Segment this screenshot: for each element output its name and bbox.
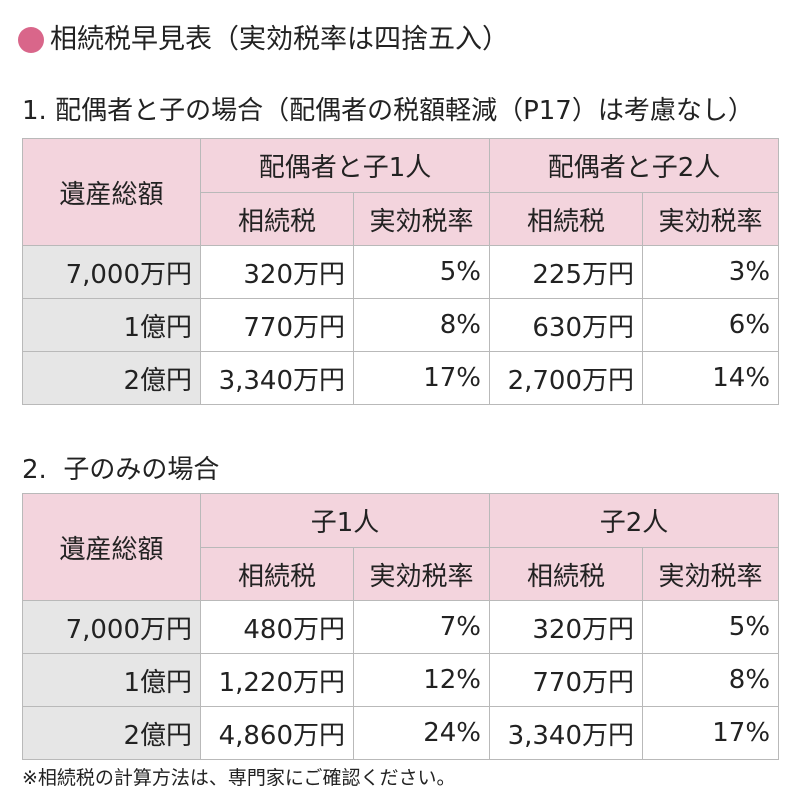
tax-cell: 1,220万円 (200, 653, 354, 707)
tax-cell: 225万円 (489, 245, 644, 299)
table-row: 1億円 1,220万円 12% 770万円 8% (22, 653, 780, 707)
rate-cell: 24% (352, 706, 491, 760)
tax-cell: 630万円 (489, 298, 644, 352)
tax-cell: 3,340万円 (489, 706, 644, 760)
subheader-tax-2: 相続税 (489, 192, 644, 246)
group-header-2: 子2人 (489, 493, 780, 548)
rate-cell: 3% (642, 245, 780, 299)
tax-table-children-only: 遺産総額 子1人 子2人 相続税 実効税率 相続税 実効税率 7,000万円 4… (22, 493, 780, 760)
tax-cell: 3,340万円 (200, 351, 354, 405)
row-header-estate-total: 遺産総額 (22, 493, 201, 601)
table-row: 7,000万円 320万円 5% 225万円 3% (22, 245, 780, 299)
tax-cell: 2,700万円 (489, 351, 644, 405)
subheader-rate-2: 実効税率 (642, 192, 780, 246)
tax-cell: 4,860万円 (200, 706, 354, 760)
subheader-tax-2: 相続税 (489, 547, 644, 601)
page-title: 相続税早見表（実効税率は四捨五入） (18, 22, 509, 58)
row-label: 7,000万円 (22, 245, 201, 299)
group-header-1: 配偶者と子1人 (199, 138, 491, 193)
tax-cell: 770万円 (489, 653, 644, 707)
rate-cell: 17% (642, 706, 780, 760)
row-label: 2億円 (22, 351, 201, 405)
rate-cell: 5% (352, 245, 491, 299)
tax-table-spouse-and-children: 遺産総額 配偶者と子1人 配偶者と子2人 相続税 実効税率 相続税 実効税率 7… (22, 138, 780, 405)
group-header-2: 配偶者と子2人 (489, 138, 780, 193)
table-row: 2億円 4,860万円 24% 3,340万円 17% (22, 706, 780, 760)
tax-cell: 320万円 (489, 600, 644, 654)
subheader-rate-2: 実効税率 (642, 547, 780, 601)
section-heading-children-only: 2. 子のみの場合 (22, 455, 220, 485)
rate-cell: 5% (642, 600, 780, 654)
table-row: 1億円 770万円 8% 630万円 6% (22, 298, 780, 352)
rate-cell: 6% (642, 298, 780, 352)
rate-cell: 7% (352, 600, 491, 654)
subheader-rate-1: 実効税率 (352, 192, 491, 246)
rate-cell: 8% (642, 653, 780, 707)
tax-cell: 480万円 (200, 600, 354, 654)
tax-cell: 320万円 (200, 245, 354, 299)
tax-cell: 770万円 (200, 298, 354, 352)
rate-cell: 17% (352, 351, 491, 405)
rate-cell: 14% (642, 351, 780, 405)
page-title-text: 相続税早見表（実効税率は四捨五入） (50, 24, 509, 55)
table-row: 2億円 3,340万円 17% 2,700万円 14% (22, 351, 780, 405)
footnote: ※相続税の計算方法は、専門家にご確認ください。 (22, 767, 456, 789)
rate-cell: 12% (352, 653, 491, 707)
rate-cell: 8% (352, 298, 491, 352)
row-header-estate-total: 遺産総額 (22, 138, 201, 246)
subheader-tax-1: 相続税 (200, 547, 354, 601)
subheader-tax-1: 相続税 (200, 192, 354, 246)
section-heading-spouse-and-children: 1. 配偶者と子の場合（配偶者の税額軽減（P17）は考慮なし） (22, 96, 754, 126)
subheader-rate-1: 実効税率 (352, 547, 491, 601)
table-row: 7,000万円 480万円 7% 320万円 5% (22, 600, 780, 654)
group-header-1: 子1人 (199, 493, 491, 548)
row-label: 1億円 (22, 298, 201, 352)
row-label: 2億円 (22, 706, 201, 760)
row-label: 7,000万円 (22, 600, 201, 654)
bullet-circle-icon (18, 27, 44, 53)
row-label: 1億円 (22, 653, 201, 707)
